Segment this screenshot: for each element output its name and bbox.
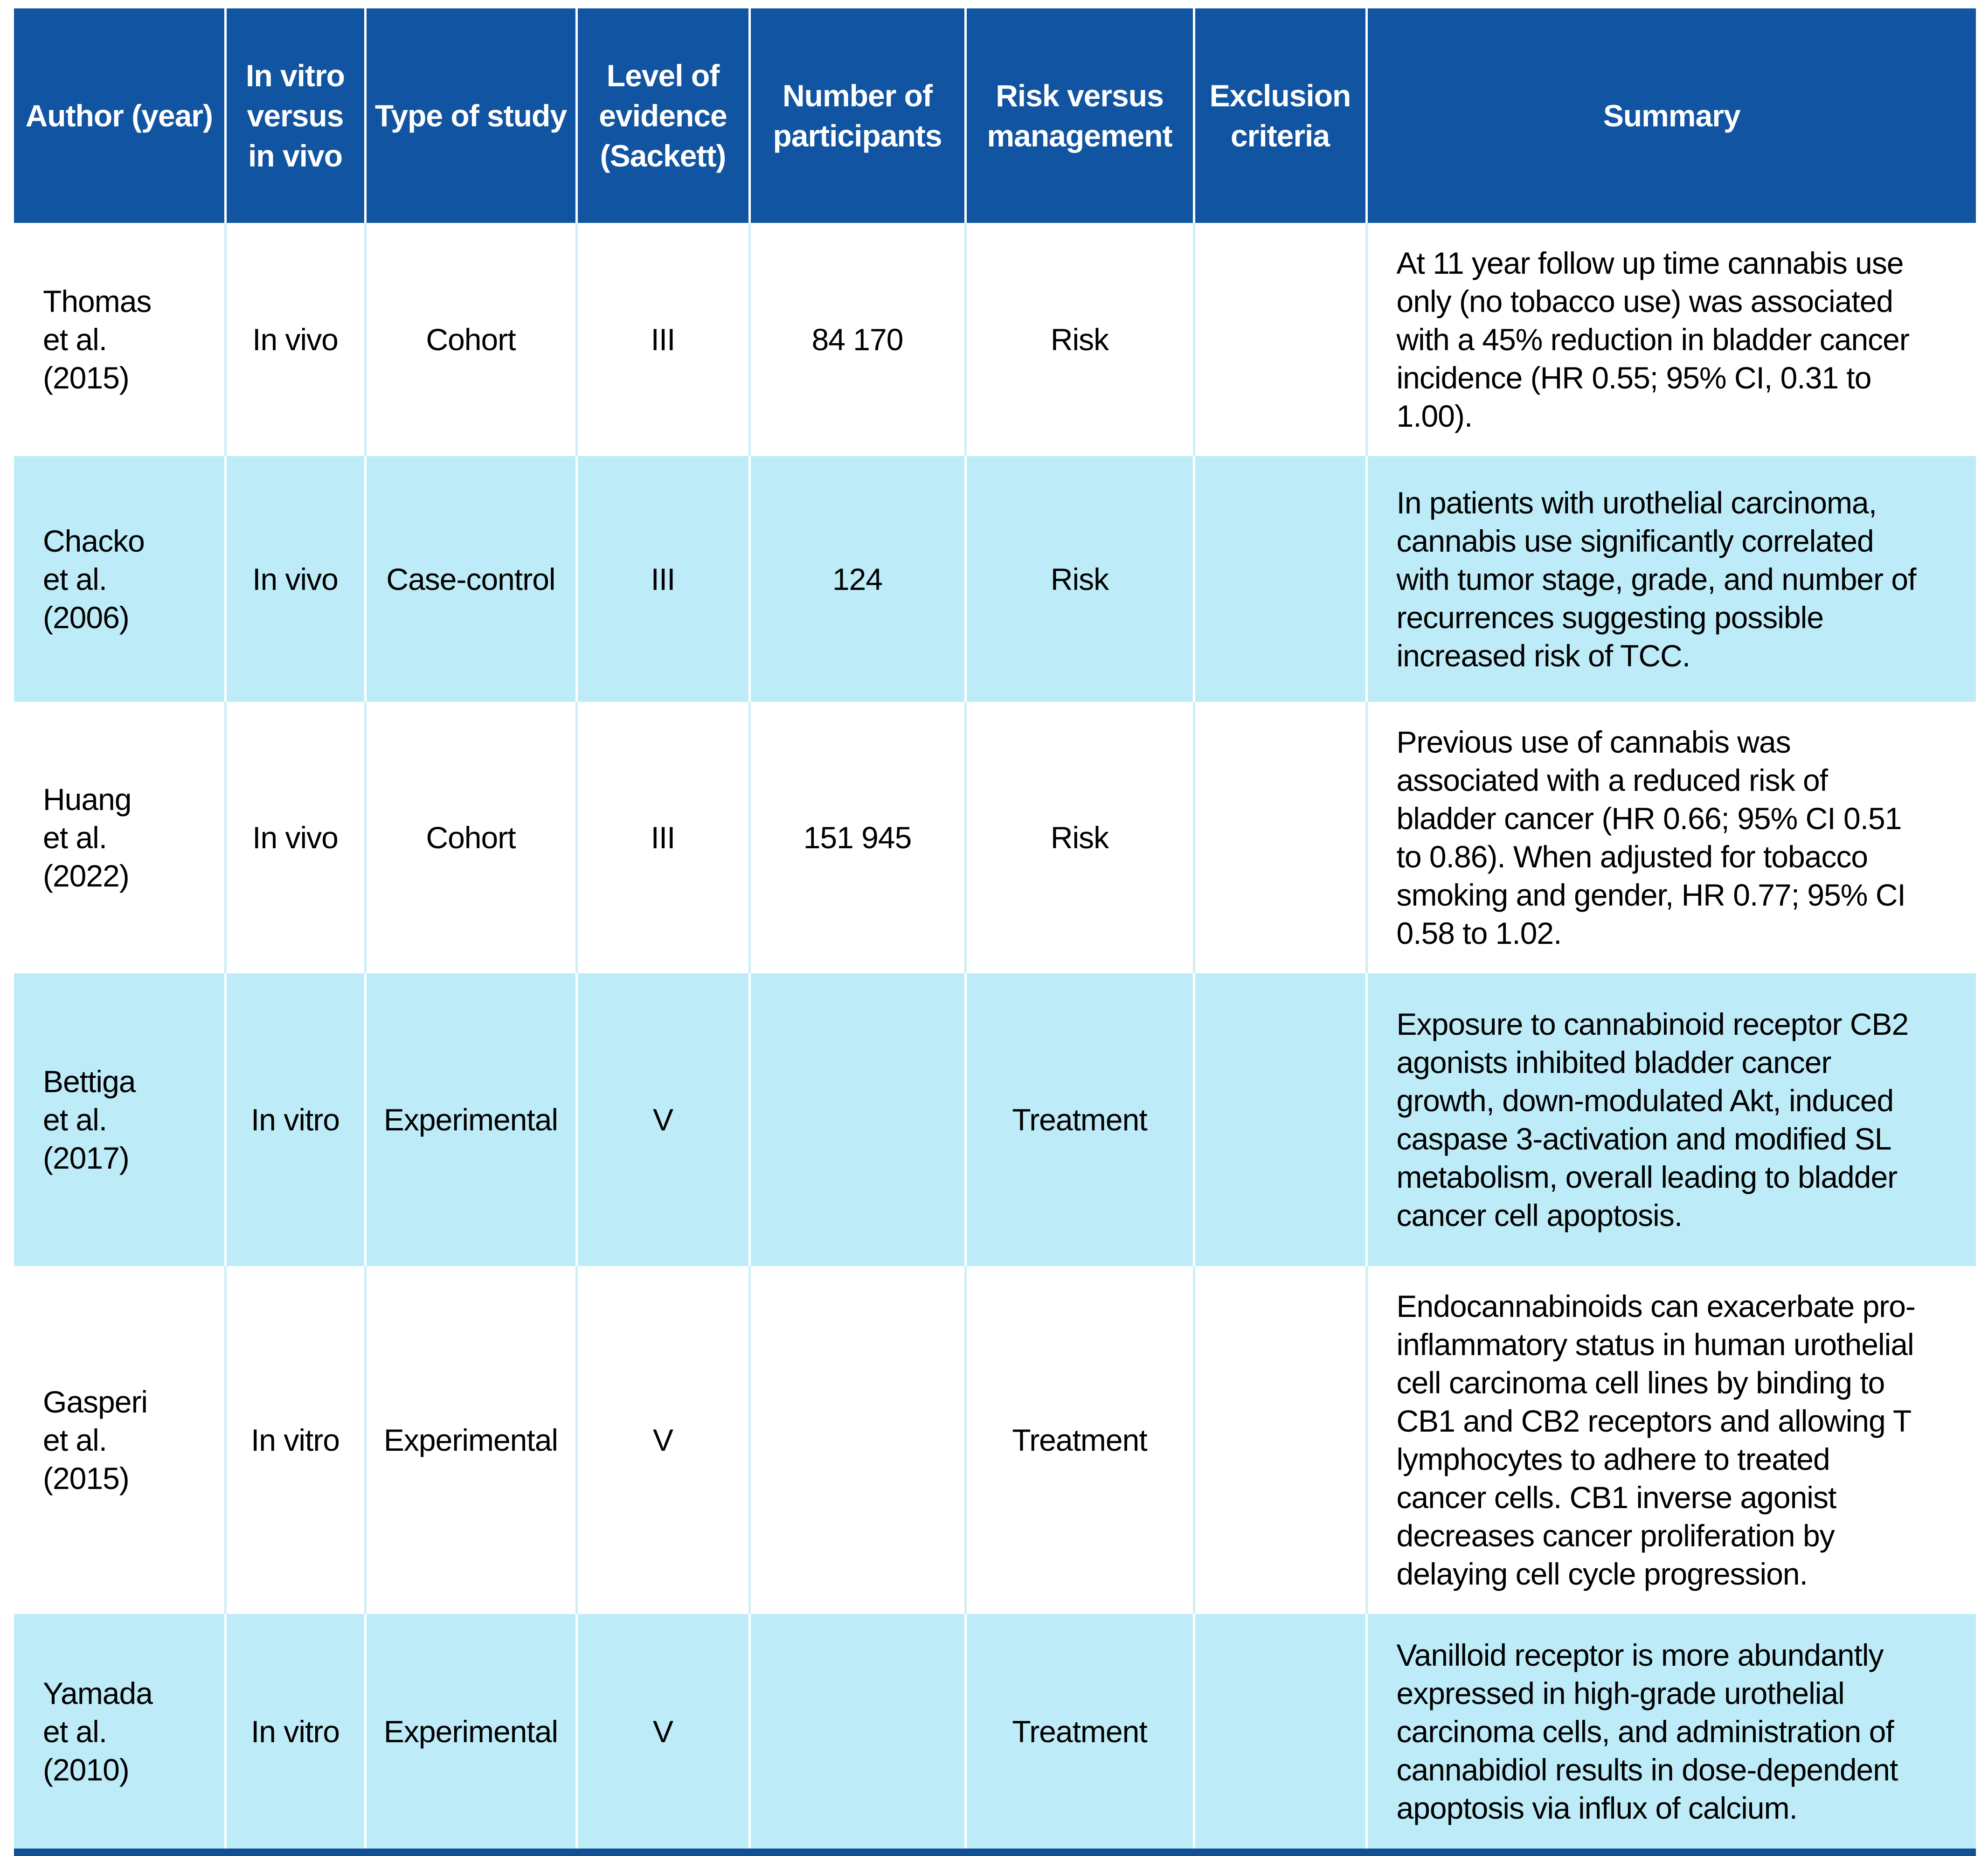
cell-author: Gasperi et al. (2015) <box>14 1266 227 1614</box>
header-cell-exclusion-criteria: Exclusion criteria <box>1194 8 1368 223</box>
cell-exclusion-criteria <box>1194 456 1368 702</box>
cell-risk-vs-management: Risk <box>965 223 1195 456</box>
cell-in-vitro-vs-in-vivo: In vivo <box>225 702 367 973</box>
cell-in-vitro-vs-in-vivo: In vitro <box>225 1266 367 1614</box>
cell-in-vitro-vs-in-vivo: In vitro <box>225 1614 367 1849</box>
cell-type-of-study: Experimental <box>365 1614 578 1849</box>
cell-author: Bettiga et al. (2017) <box>14 973 227 1266</box>
cell-type-of-study: Experimental <box>365 1266 578 1614</box>
table-row-yamada-2010: Yamada et al. (2010) In vitro Experiment… <box>14 1614 1976 1849</box>
header-cell-author: Author (year) <box>14 8 227 223</box>
cell-exclusion-criteria <box>1194 702 1368 973</box>
cell-exclusion-criteria <box>1194 973 1368 1266</box>
cell-author: Thomas et al. (2015) <box>14 223 227 456</box>
cell-summary: Vanilloid receptor is more abundantly ex… <box>1366 1614 1976 1849</box>
cell-risk-vs-management: Risk <box>965 702 1195 973</box>
cell-risk-vs-management: Treatment <box>965 973 1195 1266</box>
evidence-table-wrapper: Author (year) In vitro versus in vivo Ty… <box>14 8 1976 1856</box>
table-row-thomas-2015: Thomas et al. (2015) In vivo Cohort III … <box>14 223 1976 456</box>
cell-in-vitro-vs-in-vivo: In vivo <box>225 456 367 702</box>
cell-exclusion-criteria <box>1194 223 1368 456</box>
cell-summary: Previous use of cannabis was associated … <box>1366 702 1976 973</box>
table-row-gasperi-2015: Gasperi et al. (2015) In vitro Experimen… <box>14 1266 1976 1614</box>
header-cell-risk-vs-management: Risk versus management <box>965 8 1195 223</box>
table-row-chacko-2006: Chacko et al. (2006) In vivo Case-contro… <box>14 456 1976 702</box>
cell-level-of-evidence: V <box>576 1614 751 1849</box>
cell-author: Huang et al. (2022) <box>14 702 227 973</box>
cell-author: Chacko et al. (2006) <box>14 456 227 702</box>
cell-risk-vs-management: Treatment <box>965 1266 1195 1614</box>
header-cell-in-vitro-vs-in-vivo: In vitro versus in vivo <box>225 8 367 223</box>
cell-summary: In patients with urothelial carcinoma, c… <box>1366 456 1976 702</box>
cell-summary: At 11 year follow up time cannabis use o… <box>1366 223 1976 456</box>
cell-risk-vs-management: Treatment <box>965 1614 1195 1849</box>
cell-level-of-evidence: III <box>576 702 751 973</box>
table-row-bettiga-2017: Bettiga et al. (2017) In vitro Experimen… <box>14 973 1976 1266</box>
cell-type-of-study: Cohort <box>365 223 578 456</box>
cell-level-of-evidence: V <box>576 973 751 1266</box>
cell-risk-vs-management: Risk <box>965 456 1195 702</box>
cell-exclusion-criteria <box>1194 1614 1368 1849</box>
cell-participants <box>749 1266 967 1614</box>
cell-participants: 151 945 <box>749 702 967 973</box>
cell-participants: 84 170 <box>749 223 967 456</box>
header-cell-type-of-study: Type of study <box>365 8 578 223</box>
header-cell-summary: Summary <box>1366 8 1976 223</box>
cell-type-of-study: Experimental <box>365 973 578 1266</box>
cell-participants <box>749 973 967 1266</box>
table-bottom-rule <box>14 1849 1976 1856</box>
cell-level-of-evidence: III <box>576 223 751 456</box>
header-cell-participants: Number of participants <box>749 8 967 223</box>
cell-exclusion-criteria <box>1194 1266 1368 1614</box>
cell-in-vitro-vs-in-vivo: In vivo <box>225 223 367 456</box>
table-row-huang-2022: Huang et al. (2022) In vivo Cohort III 1… <box>14 702 1976 973</box>
header-cell-level-of-evidence: Level of evidence (Sackett) <box>576 8 751 223</box>
cell-level-of-evidence: III <box>576 456 751 702</box>
cell-summary: Endocannabinoids can exacerbate pro-infl… <box>1366 1266 1976 1614</box>
cell-level-of-evidence: V <box>576 1266 751 1614</box>
cell-type-of-study: Cohort <box>365 702 578 973</box>
cell-participants <box>749 1614 967 1849</box>
evidence-table: Author (year) In vitro versus in vivo Ty… <box>14 8 1976 1849</box>
cell-participants: 124 <box>749 456 967 702</box>
table-header-row: Author (year) In vitro versus in vivo Ty… <box>14 8 1976 223</box>
cell-in-vitro-vs-in-vivo: In vitro <box>225 973 367 1266</box>
cell-author: Yamada et al. (2010) <box>14 1614 227 1849</box>
cell-type-of-study: Case-control <box>365 456 578 702</box>
cell-summary: Exposure to cannabinoid receptor CB2 ago… <box>1366 973 1976 1266</box>
